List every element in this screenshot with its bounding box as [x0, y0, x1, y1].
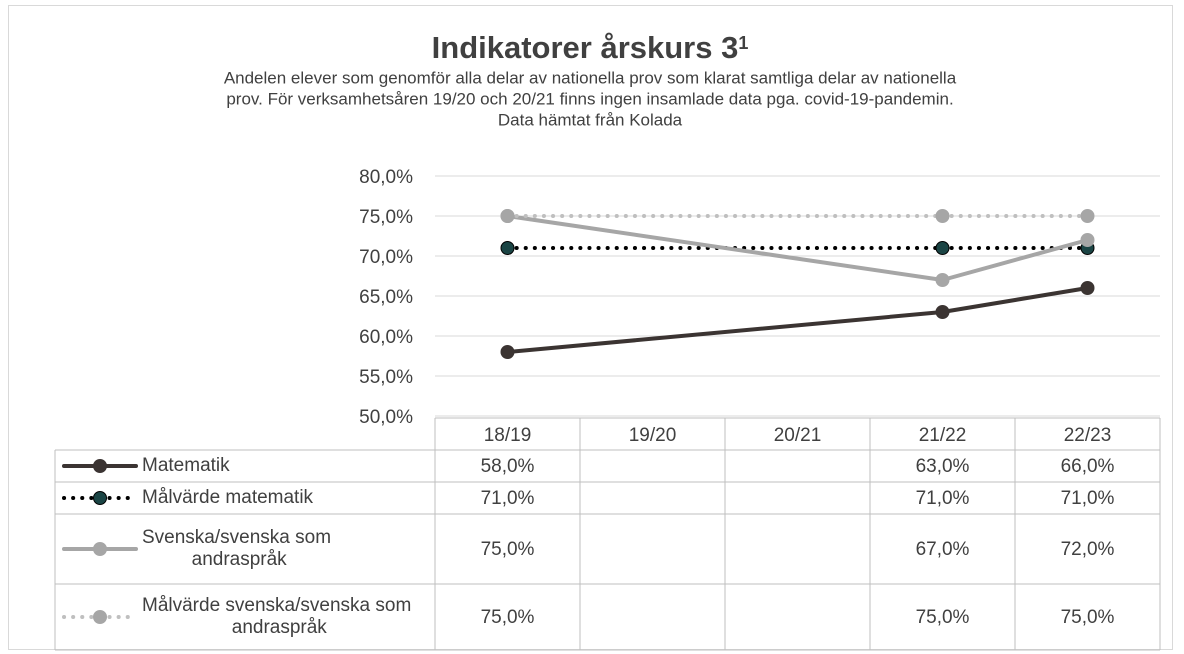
- y-tick-label: 70,0%: [359, 247, 413, 268]
- data-point: [935, 273, 950, 287]
- legend-label-line: andraspråk: [186, 549, 287, 570]
- table-value: 58,0%: [481, 456, 535, 477]
- table-value: 75,0%: [916, 607, 970, 628]
- chart-subtitle: Data hämtat från Kolada: [498, 110, 683, 129]
- table-value: 72,0%: [1061, 539, 1115, 560]
- chart-subtitle: Andelen elever som genomför alla delar a…: [224, 68, 957, 87]
- data-point: [500, 209, 515, 223]
- x-tick-label: 20/21: [774, 425, 822, 446]
- data-point: [935, 209, 950, 223]
- legend-label-line: Målvärde svenska/svenska som: [142, 595, 411, 616]
- legend-label: Matematik: [142, 455, 230, 476]
- legend-label: Målvärde matematik: [142, 487, 314, 508]
- series-line: [505, 310, 945, 354]
- table-value: 66,0%: [1061, 456, 1115, 477]
- data-point: [935, 241, 950, 255]
- title-text: Indikatorer årskurs 3: [432, 30, 739, 65]
- series-line: [505, 214, 945, 282]
- legend-label: Målvärde svenska/svenska som andraspråk: [142, 595, 411, 638]
- data-point: [500, 241, 515, 255]
- chart-subtitle: prov. För verksamhetsåren 19/20 och 20/2…: [226, 89, 953, 108]
- y-tick-label: 60,0%: [359, 327, 413, 348]
- y-tick-label: 50,0%: [359, 407, 413, 428]
- x-tick-label: 21/22: [919, 425, 967, 446]
- y-tick-label: 75,0%: [359, 207, 413, 228]
- legend-key-marker: [93, 459, 107, 473]
- table-value: 75,0%: [1061, 607, 1115, 628]
- table-value: 75,0%: [481, 607, 535, 628]
- table-value: 71,0%: [481, 488, 535, 509]
- data-point: [1080, 281, 1095, 295]
- data-point: [935, 305, 950, 319]
- series-line: [940, 286, 1090, 314]
- table-value: 63,0%: [916, 456, 970, 477]
- x-tick-label: 22/23: [1064, 425, 1112, 446]
- chart-title: Indikatorer årskurs 31: [432, 30, 749, 65]
- series-line: [940, 238, 1090, 282]
- table-value: 71,0%: [916, 488, 970, 509]
- data-point: [1080, 209, 1095, 223]
- x-tick-label: 18/19: [484, 425, 532, 446]
- table-value: 71,0%: [1061, 488, 1115, 509]
- table-value: 67,0%: [916, 539, 970, 560]
- x-tick-label: 19/20: [629, 425, 677, 446]
- data-point: [500, 345, 515, 359]
- legend-key-marker: [93, 542, 107, 556]
- y-tick-label: 80,0%: [359, 167, 413, 188]
- legend-label-line: andraspråk: [226, 617, 327, 638]
- legend-key-marker: [93, 491, 107, 505]
- y-tick-label: 55,0%: [359, 367, 413, 388]
- y-tick-label: 65,0%: [359, 287, 413, 308]
- table-value: 75,0%: [481, 539, 535, 560]
- title-superscript: 1: [738, 33, 748, 53]
- chart-border: [8, 5, 1173, 650]
- data-point: [1080, 233, 1095, 247]
- legend-label-line: Svenska/svenska som: [142, 527, 331, 548]
- legend-label: Svenska/svenska som andraspråk: [142, 527, 331, 570]
- legend-key-marker: [93, 610, 107, 624]
